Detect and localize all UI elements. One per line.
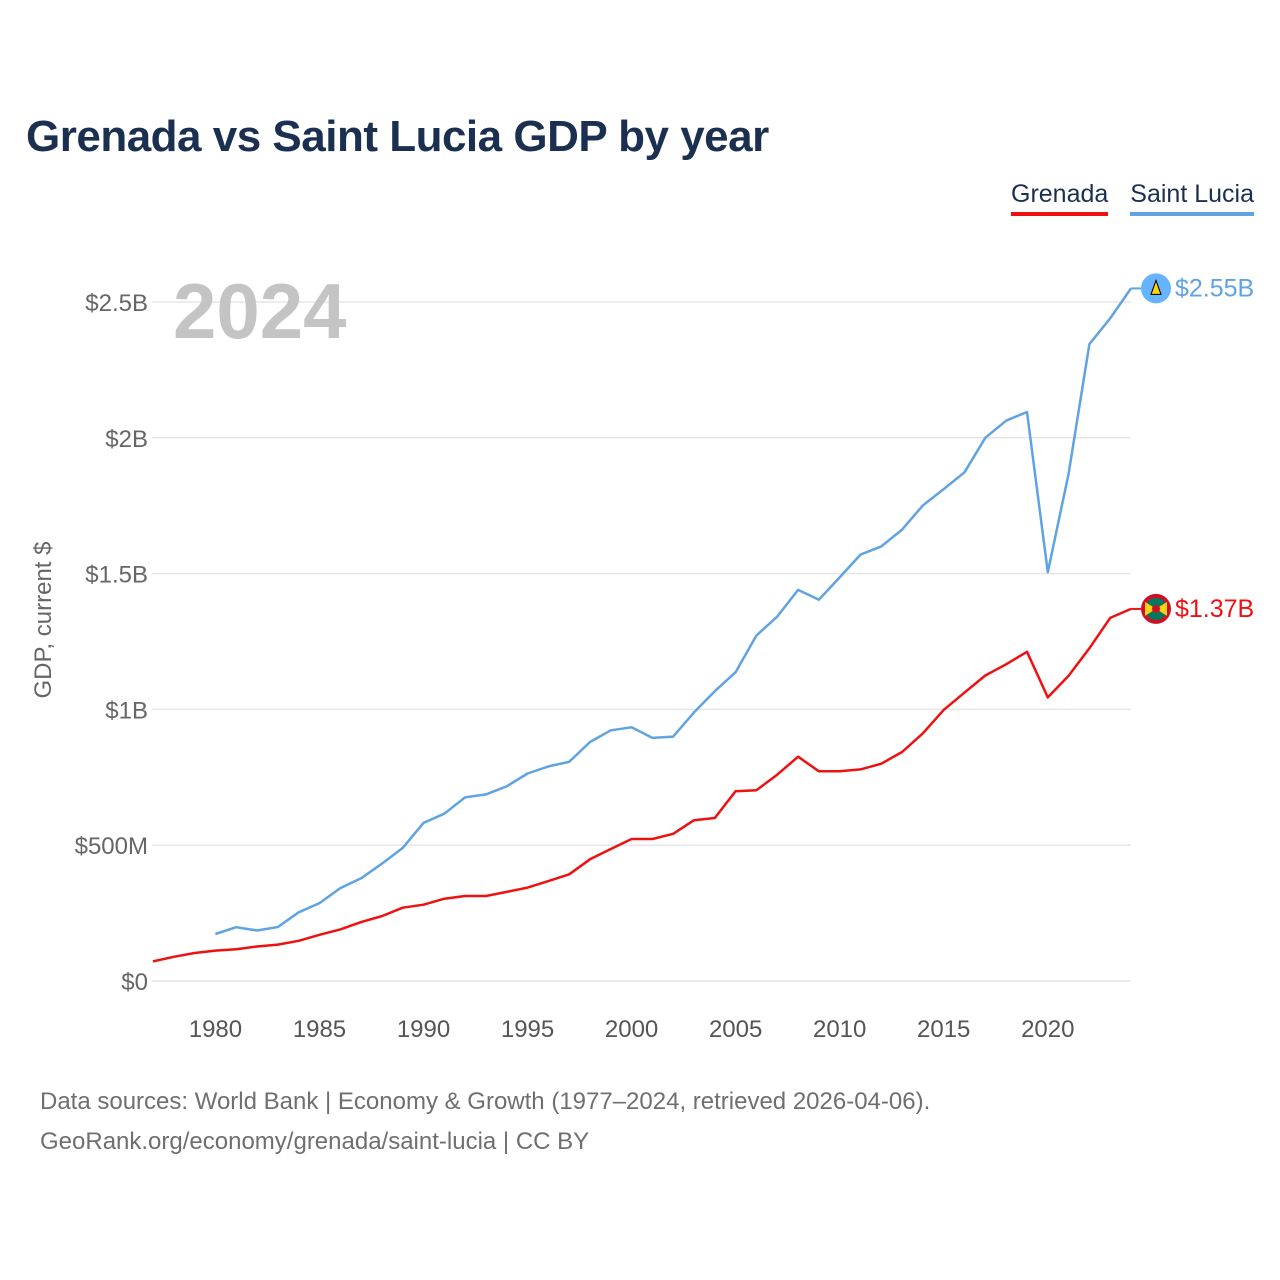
- x-tick-label: 2020: [1021, 1016, 1074, 1043]
- saint-lucia-flag-triangle: [1150, 278, 1162, 295]
- footer-link[interactable]: GeoRank.org/economy/grenada/saint-lucia …: [40, 1128, 590, 1155]
- x-tick-label: 2000: [605, 1016, 658, 1043]
- series-line-saint-lucia: [215, 287, 1133, 936]
- legend: Grenada Saint Lucia: [1011, 180, 1254, 216]
- series-line-grenada: [152, 607, 1132, 963]
- grenada-flag-triangle-right: [1156, 601, 1167, 616]
- x-tick-label: 2005: [709, 1016, 762, 1043]
- x-tick-label: 2010: [813, 1016, 866, 1043]
- footer-sources: Data sources: World Bank | Economy & Gro…: [40, 1088, 931, 1115]
- x-tick-label: 1980: [189, 1016, 242, 1043]
- footer: Data sources: World Bank | Economy & Gro…: [40, 1082, 930, 1162]
- y-tick-label: $500M: [75, 833, 148, 860]
- grenada-flag-triangle-left: [1145, 601, 1156, 616]
- legend-item-saint-lucia[interactable]: Saint Lucia: [1130, 180, 1254, 216]
- x-tick-label: 1985: [293, 1016, 346, 1043]
- y-tick-label: $1B: [105, 697, 148, 724]
- end-value-label-saint-lucia: $2.55B: [1175, 274, 1254, 302]
- x-tick-label: 2015: [917, 1016, 970, 1043]
- end-value-label-grenada: $1.37B: [1175, 595, 1254, 623]
- y-tick-label: $1.5B: [85, 562, 148, 589]
- chart-area: $0 $500M $1B $1.5B $2B $2.5B 1980 1985 1990 1995 2…: [30, 267, 1254, 1043]
- chart-title: Grenada vs Saint Lucia GDP by year: [26, 112, 769, 161]
- y-tick-label: $2.5B: [85, 290, 148, 317]
- x-tick-label: 1995: [501, 1016, 554, 1043]
- grenada-flag-disc: [1152, 604, 1160, 613]
- x-tick-label: 1990: [397, 1016, 450, 1043]
- y-tick-label: $0: [121, 969, 148, 996]
- y-axis-label: GDP, current $: [30, 542, 57, 699]
- legend-item-grenada[interactable]: Grenada: [1011, 180, 1109, 216]
- y-tick-label: $2B: [105, 426, 148, 453]
- year-label: 2024: [173, 267, 347, 355]
